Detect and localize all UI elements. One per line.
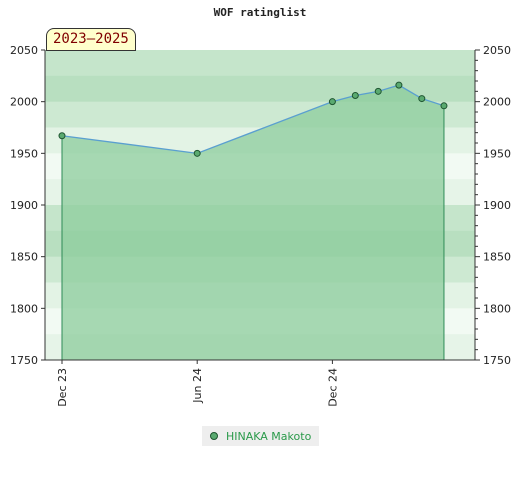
rating-line xyxy=(61,84,445,154)
legend-label: HINAKA Makoto xyxy=(226,429,312,443)
x-tick-label: Dec 24 xyxy=(326,368,339,407)
data-point xyxy=(58,132,66,140)
y-tick-label-right: 2050 xyxy=(483,44,511,57)
y-tick-label-left: 1750 xyxy=(10,354,38,367)
data-point xyxy=(328,98,336,106)
data-markers xyxy=(58,81,448,157)
x-tick-label: Dec 23 xyxy=(56,368,69,407)
y-tick-label-right: 1800 xyxy=(483,302,511,315)
data-point xyxy=(351,91,359,99)
rating-area-fill xyxy=(61,85,445,360)
y-tick-label-right: 1750 xyxy=(483,354,511,367)
series-line xyxy=(61,84,445,154)
y-tick-label-right: 1950 xyxy=(483,147,511,160)
y-tick-label-right: 1850 xyxy=(483,251,511,264)
y-tick-label-left: 1950 xyxy=(10,147,38,160)
y-tick-label-left: 2050 xyxy=(10,44,38,57)
x-tick-label: Jun 24 xyxy=(191,368,204,404)
axes xyxy=(41,49,480,364)
y-tick-label-right: 1900 xyxy=(483,199,511,212)
y-tick-label-left: 2000 xyxy=(10,96,38,109)
data-point xyxy=(193,149,201,157)
y-tick-label-left: 1900 xyxy=(10,199,38,212)
y-axis-left-labels: 1750 1800 1850 1900 1950 2000 2050 xyxy=(10,44,38,367)
y-tick-label-right: 2000 xyxy=(483,96,511,109)
background-band xyxy=(45,50,475,77)
data-point xyxy=(395,81,403,89)
chart-title: WOF ratinglist xyxy=(213,6,307,19)
data-point xyxy=(418,95,426,103)
data-point xyxy=(440,102,448,110)
legend-marker-icon xyxy=(210,432,218,440)
data-point xyxy=(374,87,382,95)
y-tick-label-left: 1850 xyxy=(10,251,38,264)
legend[interactable]: HINAKA Makoto xyxy=(202,426,320,446)
period-badge: 2023–2025 xyxy=(46,28,136,51)
y-axis-right-labels: 1750 1800 1850 1900 1950 2000 2050 xyxy=(483,44,511,367)
y-tick-label-left: 1800 xyxy=(10,302,38,315)
area-fill xyxy=(61,85,444,360)
x-axis-labels: Dec 23 Jun 24 Dec 24 xyxy=(56,368,339,407)
